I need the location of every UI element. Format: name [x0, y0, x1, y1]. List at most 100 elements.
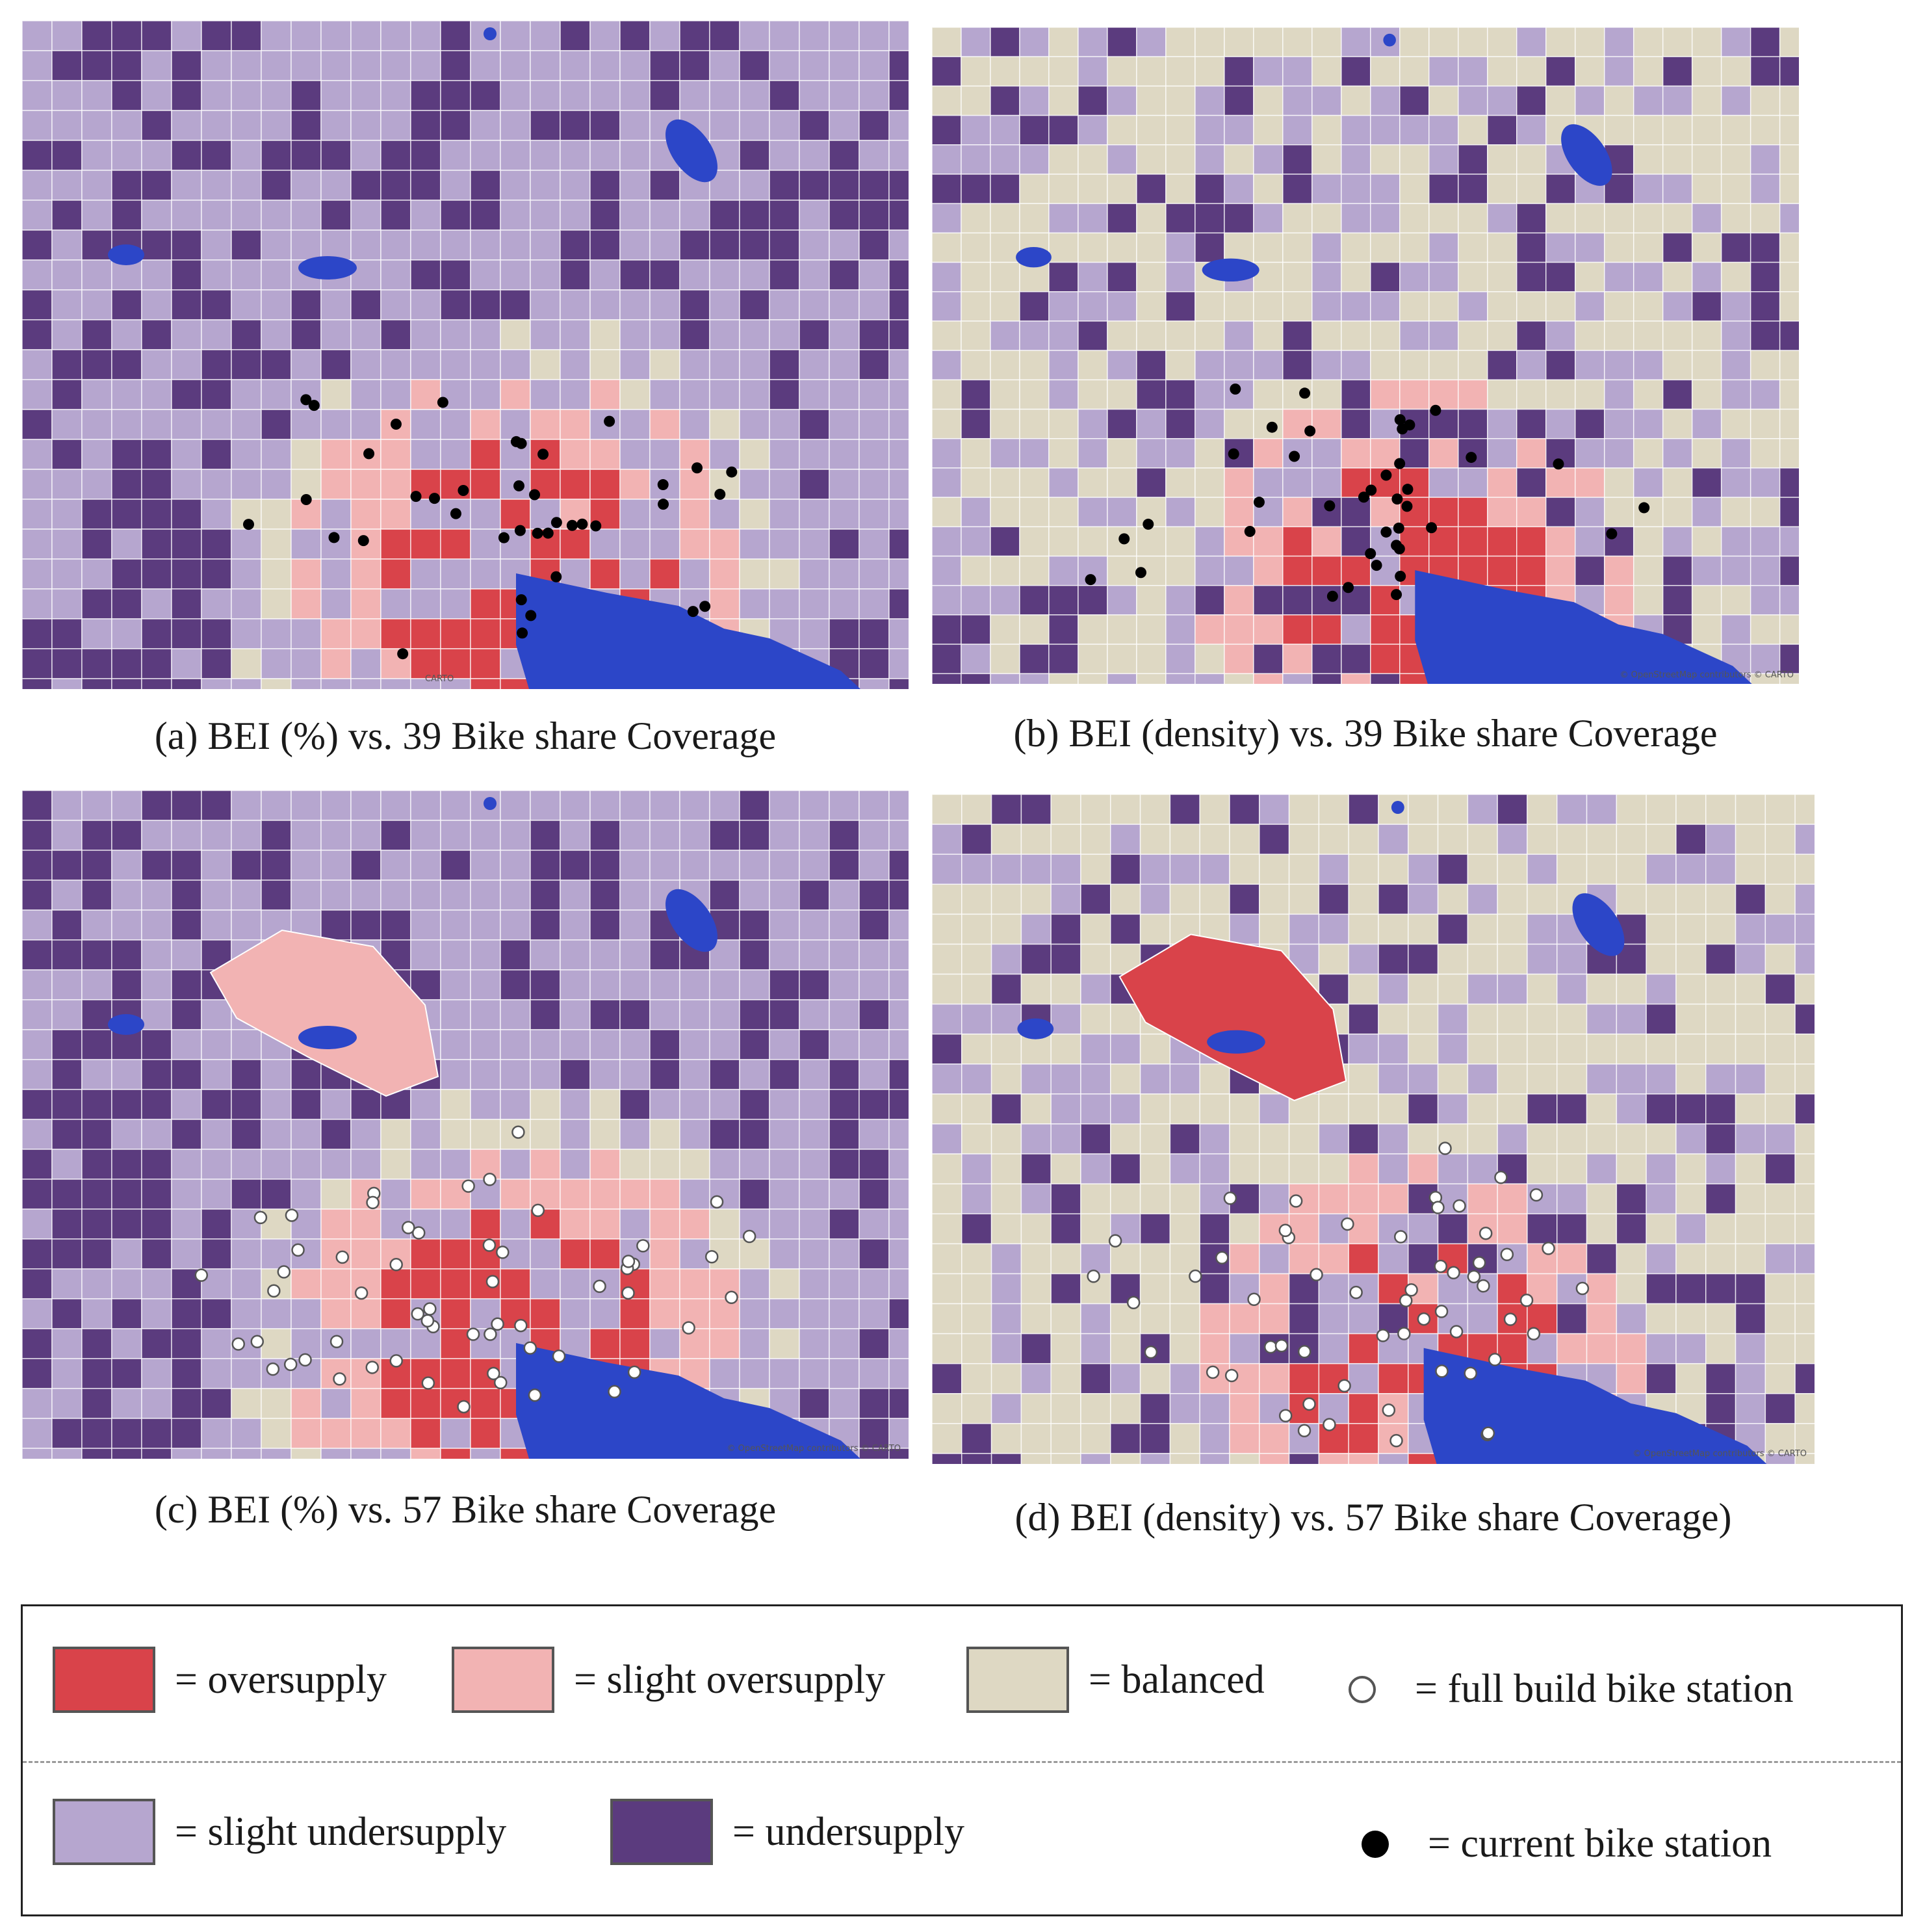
census-tract	[739, 790, 770, 821]
census-tract	[961, 1243, 992, 1275]
full-build-bike-station	[1417, 1312, 1431, 1326]
full-build-bike-station	[487, 1366, 500, 1381]
census-tract	[1048, 408, 1079, 439]
census-tract	[1107, 174, 1137, 204]
census-tract	[530, 880, 561, 911]
census-tract	[1516, 203, 1547, 234]
census-tract	[1048, 27, 1079, 57]
census-tract	[1662, 85, 1693, 116]
map-b-svg	[932, 27, 1799, 684]
census-tract	[1557, 1093, 1588, 1125]
census-tract	[1705, 1183, 1737, 1215]
census-tract	[1720, 526, 1751, 557]
census-tract	[932, 1363, 962, 1394]
census-tract	[709, 1149, 740, 1180]
lake	[1572, 893, 1625, 956]
census-tract	[320, 1418, 352, 1449]
full-build-bike-station	[1449, 1325, 1464, 1338]
census-tract	[231, 850, 262, 881]
census-tract	[1311, 291, 1342, 322]
census-tract	[1735, 1213, 1766, 1245]
census-tract	[1720, 144, 1751, 175]
census-tract	[799, 969, 830, 1000]
full-build-bike-station	[1263, 1340, 1278, 1354]
legend-label-full-station: = full build bike station	[1415, 1667, 1794, 1711]
census-tract	[888, 850, 909, 881]
census-tract	[560, 200, 591, 231]
census-tract	[560, 790, 591, 821]
census-tract	[932, 27, 962, 57]
census-tract	[320, 469, 352, 500]
census-tract	[1586, 1153, 1618, 1184]
full-build-bike-station	[1529, 1188, 1544, 1202]
census-tract	[1399, 350, 1430, 381]
census-tract	[51, 648, 83, 679]
census-tract	[1165, 174, 1196, 204]
census-tract	[1195, 350, 1225, 381]
census-tract	[961, 673, 991, 684]
census-tract	[231, 1358, 262, 1389]
census-tract	[1288, 883, 1320, 915]
census-tract	[261, 349, 292, 380]
census-tract	[1458, 144, 1488, 175]
current-bike-station	[242, 519, 254, 530]
full-build-bike-station	[593, 1279, 606, 1294]
census-tract	[1428, 56, 1459, 87]
census-tract	[739, 1029, 770, 1060]
census-tract	[201, 1119, 232, 1150]
census-tract	[51, 469, 83, 500]
census-tract	[1437, 794, 1469, 825]
census-tract	[81, 1149, 112, 1180]
census-tract	[1048, 114, 1079, 146]
census-tract	[1720, 114, 1751, 146]
full-build-bike-station	[389, 1354, 403, 1368]
census-tract	[829, 820, 860, 851]
legend-label-slight-undersupply: = slight undersupply	[175, 1809, 507, 1854]
census-tract	[888, 140, 909, 171]
census-tract	[320, 499, 352, 530]
census-tract	[350, 1328, 381, 1359]
census-tract	[171, 289, 202, 320]
legend-label-undersupply: = undersupply	[732, 1809, 964, 1854]
census-tract	[1341, 291, 1371, 322]
census-tract	[990, 526, 1020, 557]
census-tract	[22, 1179, 53, 1210]
census-tract	[990, 408, 1020, 439]
census-tract	[1467, 1064, 1498, 1095]
census-tract	[829, 110, 860, 141]
census-tract	[769, 969, 800, 1000]
census-tract	[709, 1089, 740, 1120]
census-tract	[1794, 1123, 1815, 1155]
census-tract	[1557, 1123, 1588, 1155]
census-tract	[81, 319, 112, 350]
census-tract	[1080, 1303, 1111, 1335]
census-tract	[1139, 794, 1171, 825]
census-tract	[679, 1059, 710, 1090]
census-tract	[679, 1089, 710, 1120]
census-tract	[829, 939, 860, 971]
census-tract	[1720, 56, 1751, 87]
census-tract	[1545, 85, 1576, 116]
census-tract	[81, 529, 112, 560]
census-tract	[1224, 644, 1254, 675]
census-tract	[1169, 1423, 1200, 1454]
census-tract	[888, 1208, 909, 1240]
census-tract	[470, 289, 501, 320]
current-bike-station	[1343, 582, 1354, 594]
census-tract	[350, 229, 381, 261]
census-tract	[1720, 497, 1751, 528]
full-build-bike-station	[1453, 1199, 1466, 1213]
census-tract	[888, 939, 909, 971]
census-tract	[1633, 27, 1664, 57]
census-tract	[1311, 56, 1342, 87]
census-tract	[1107, 56, 1137, 87]
census-tract	[201, 140, 232, 171]
census-tract	[1557, 824, 1588, 855]
census-tract	[350, 469, 381, 500]
census-tract	[1603, 261, 1634, 293]
census-tract	[231, 379, 262, 410]
census-tract	[81, 409, 112, 440]
census-tract	[1110, 913, 1141, 945]
census-tract	[679, 999, 710, 1030]
census-tract	[769, 588, 800, 620]
